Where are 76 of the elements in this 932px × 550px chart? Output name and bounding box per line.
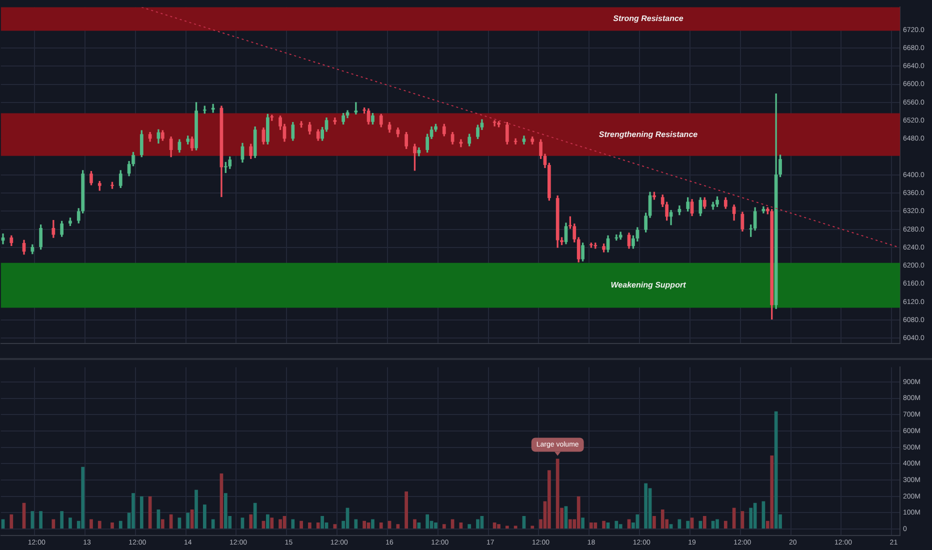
bar <box>434 522 438 529</box>
bar <box>300 520 303 529</box>
bar <box>178 518 182 529</box>
bar <box>590 522 593 529</box>
bar <box>379 522 383 529</box>
bar <box>669 524 673 529</box>
bar <box>118 520 122 529</box>
bar <box>132 493 135 529</box>
bar <box>476 519 480 529</box>
bar <box>514 526 518 529</box>
bar <box>90 519 93 529</box>
candlestick <box>514 138 518 144</box>
bar <box>770 455 774 529</box>
bar <box>396 524 400 529</box>
bar <box>724 520 728 529</box>
bar <box>594 522 598 529</box>
bar <box>110 522 114 529</box>
bar <box>581 518 584 529</box>
bar <box>333 524 337 529</box>
bar <box>716 519 719 529</box>
bar <box>194 490 198 529</box>
bar <box>618 524 622 529</box>
bar <box>556 458 560 529</box>
bar <box>249 514 253 529</box>
bar <box>308 522 312 529</box>
bar <box>320 516 324 529</box>
bar <box>576 496 580 529</box>
bar <box>266 514 270 529</box>
candlestick <box>492 120 496 126</box>
bar <box>548 470 551 529</box>
bar <box>678 519 682 529</box>
bar <box>81 466 85 529</box>
bar <box>240 518 244 529</box>
bar <box>30 511 34 529</box>
bar <box>160 519 164 529</box>
bar <box>505 526 509 529</box>
bar <box>614 520 618 529</box>
bar <box>497 524 500 529</box>
bar <box>278 519 282 529</box>
bar <box>202 504 206 529</box>
bar <box>68 518 72 529</box>
bar <box>362 520 366 529</box>
bar <box>690 518 694 529</box>
bar <box>316 522 320 529</box>
bar <box>564 506 568 529</box>
bar <box>660 509 664 529</box>
bar <box>270 518 274 529</box>
bar <box>568 519 572 529</box>
bar <box>530 526 534 529</box>
bar <box>652 516 656 529</box>
bar <box>702 516 706 529</box>
bar <box>60 511 64 529</box>
bar <box>52 519 56 529</box>
bar <box>39 511 42 529</box>
bar <box>291 519 295 529</box>
bar <box>140 496 144 529</box>
bar <box>224 493 228 529</box>
bar <box>211 519 215 529</box>
band-label: Strong Resistance <box>613 14 684 24</box>
bar <box>636 514 640 529</box>
bar <box>98 520 102 529</box>
bar <box>468 524 472 529</box>
bar <box>404 491 408 529</box>
bar <box>413 519 416 529</box>
bar <box>442 524 446 529</box>
bar <box>686 520 690 529</box>
bar <box>426 514 430 529</box>
band-label: Strengthening Resistance <box>598 130 698 139</box>
bar <box>10 514 14 529</box>
bar <box>602 520 606 529</box>
bar <box>371 519 374 529</box>
bar <box>253 502 257 529</box>
bar <box>644 483 648 529</box>
bar <box>354 519 358 529</box>
bar <box>186 512 190 529</box>
band-label: Weakening Support <box>610 280 686 290</box>
